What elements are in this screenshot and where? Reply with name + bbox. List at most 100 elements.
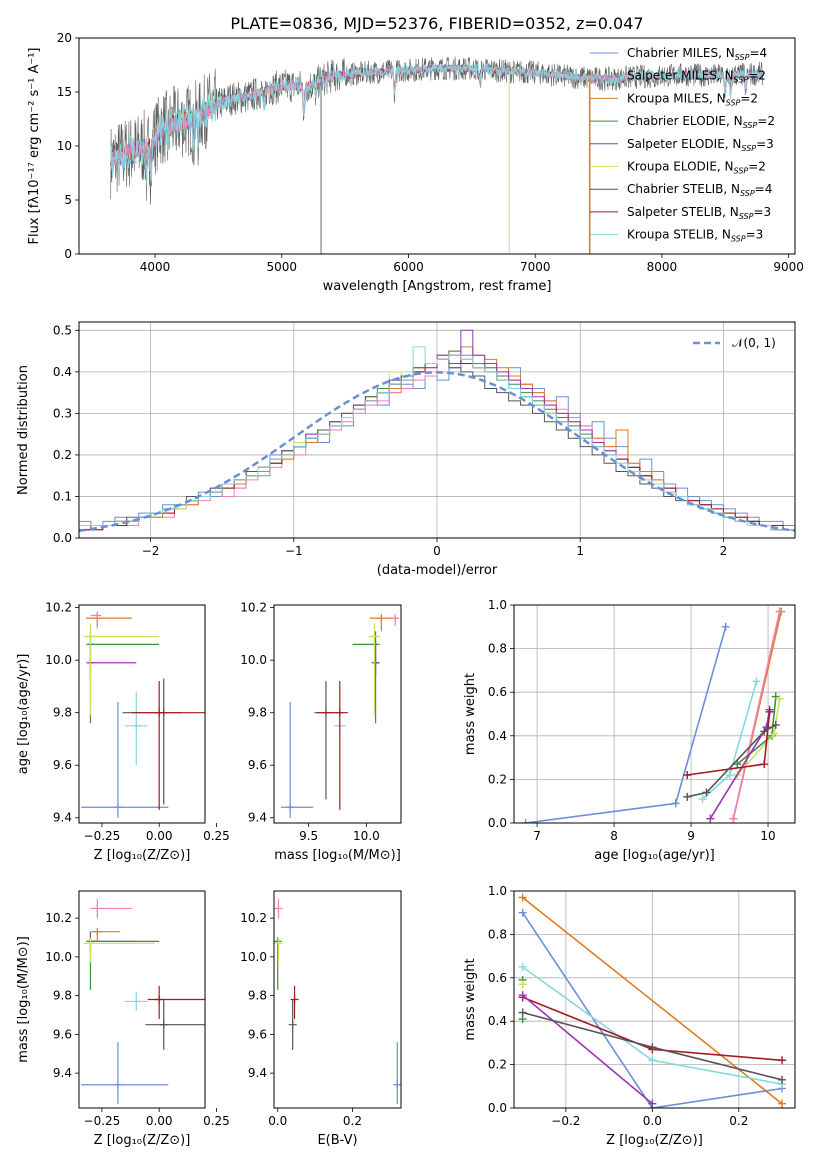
x-tick-label: −0.2	[551, 1114, 580, 1128]
spectrum-line	[110, 62, 764, 186]
series-marker	[648, 1099, 657, 1108]
plot-content	[81, 898, 205, 1105]
data-point	[280, 702, 314, 818]
x-tick-label: 8	[610, 829, 618, 843]
panel-mass_vs_Z: −0.25 0.00 0.25 9.4 9.6 9.8 10.0 10.2 Z [log₁₀(Z…	[16, 890, 230, 1148]
x-tick-label: 9000	[773, 260, 804, 274]
data-point	[90, 927, 121, 942]
legend-sub: SSP	[740, 189, 755, 198]
data-point	[352, 631, 380, 724]
x-tick-label: 9	[687, 829, 695, 843]
y-tick-label: 0.4	[488, 1014, 507, 1028]
legend-text: Salpeter ELODIE, N	[627, 137, 741, 151]
x-tick-label: 7	[533, 829, 541, 843]
legend-tail: =2	[740, 91, 758, 105]
point-marker	[159, 1020, 168, 1029]
x-axis-label: age [log₁₀(age/yr)]	[594, 848, 715, 863]
x-tick-label: 9.5	[299, 829, 318, 843]
series-marker	[775, 694, 784, 703]
series-marker	[778, 1099, 787, 1108]
point-marker	[274, 939, 283, 948]
legend-sub: SSP	[726, 98, 741, 107]
data-point	[90, 898, 132, 919]
point-marker	[335, 708, 344, 717]
plot-area	[514, 605, 795, 823]
data-point	[145, 999, 205, 1050]
x-tick-label: 0.00	[146, 1114, 173, 1128]
plot-content	[521, 607, 786, 823]
series-marker	[648, 1043, 657, 1052]
plot-content	[280, 614, 400, 818]
series-marker	[752, 677, 761, 686]
data-point	[81, 1042, 169, 1105]
legend-sub: SSP	[739, 212, 754, 221]
plot-frame	[513, 604, 796, 824]
y-tick-label: 5	[64, 193, 72, 207]
x-tick-label: 0.0	[268, 1114, 287, 1128]
y-tick-label: 9.6	[248, 758, 267, 772]
data-point	[316, 681, 348, 810]
plot-frame	[78, 890, 206, 1109]
data-point	[124, 991, 148, 1012]
x-tick-label: 7000	[520, 260, 551, 274]
data-point	[81, 702, 169, 818]
y-tick-label: 10.2	[45, 601, 72, 615]
point-marker	[93, 611, 102, 620]
series-marker	[706, 814, 715, 823]
y-tick-label: 10.2	[240, 911, 267, 925]
x-tick-label: 8000	[647, 260, 678, 274]
gaussian-curve	[79, 371, 795, 532]
point-marker	[132, 721, 141, 730]
y-axis-label: mass weight	[463, 958, 478, 1040]
x-tick-label: 0.00	[146, 829, 173, 843]
legend-entry: Kroupa STELIB, NSSP=3	[627, 228, 763, 244]
data-point	[369, 614, 393, 632]
x-tick-label: 2	[720, 544, 728, 558]
plot-content	[81, 611, 205, 818]
legend-text: Salpeter STELIB, N	[627, 205, 739, 219]
point-marker	[371, 640, 380, 649]
y-axis-label: Normed distribution	[16, 365, 31, 495]
panel-massweight_vs_Z: −0.2 0.0 0.2 0.0 0.2 0.4 0.6 0.8 1.0 Z [log₁₀(Z/Z…	[463, 884, 796, 1148]
y-tick-label: 10.0	[240, 653, 267, 667]
point-marker	[155, 995, 164, 1004]
x-tick-label: −0.25	[84, 829, 121, 843]
y-tick-label: 9.4	[248, 1066, 267, 1080]
legend-sub: SSP	[734, 167, 749, 176]
y-tick-label: 0.2	[53, 448, 72, 462]
y-tick-label: 0.3	[53, 406, 72, 420]
point-marker	[393, 1080, 401, 1089]
data-point	[393, 1042, 401, 1105]
figure-title: PLATE=0836, MJD=52376, FIBERID=0352, z=0…	[230, 14, 643, 33]
legend-sub: SSP	[731, 235, 746, 244]
y-tick-label: 0.6	[488, 971, 507, 985]
series-marker	[702, 788, 711, 797]
data-point	[90, 611, 102, 629]
series-line	[732, 611, 781, 819]
legend-tail: =4	[755, 182, 773, 196]
point-marker	[274, 937, 282, 946]
y-tick-label: 9.8	[53, 706, 72, 720]
legend-entry: Kroupa MILES, NSSP=2	[627, 91, 758, 107]
legend-text: Kroupa STELIB, N	[627, 228, 731, 242]
y-tick-label: 10.2	[240, 601, 267, 615]
series-marker	[775, 607, 784, 616]
legend-tail: =2	[757, 114, 775, 128]
series-marker	[778, 1075, 787, 1084]
y-tick-label: 9.4	[53, 1066, 72, 1080]
y-tick-label: 0.8	[488, 927, 507, 941]
panel-residual_hist: −2 −1 0 1 2 0.0 0.1 0.2 0.3 0.4 0.5 (data-model)/er…	[16, 321, 796, 578]
series-marker	[765, 707, 774, 716]
series-marker	[760, 727, 769, 736]
point-marker	[86, 632, 95, 641]
y-tick-label: 9.4	[53, 811, 72, 825]
x-tick-label: 0.25	[203, 829, 230, 843]
x-tick-label: 0.25	[203, 1114, 230, 1128]
x-axis-label: wavelength [Angstrom, rest frame]	[323, 279, 552, 294]
point-marker	[288, 1020, 297, 1029]
series-marker	[683, 792, 692, 801]
series-line	[521, 912, 783, 1108]
data-point	[274, 937, 282, 990]
legend-entry: Chabrier MILES, NSSP=4	[627, 46, 767, 62]
legend-entry: Chabrier ELODIE, NSSP=2	[627, 114, 775, 130]
